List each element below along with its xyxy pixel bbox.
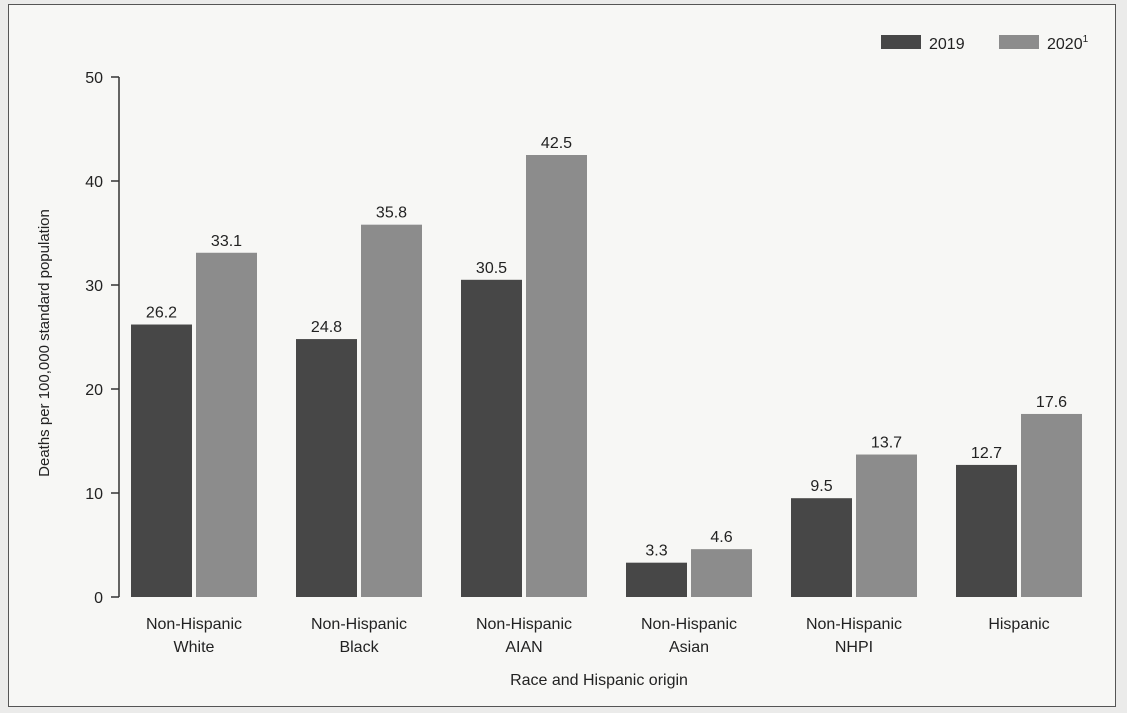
bar-value-label: 26.2 <box>146 305 177 322</box>
x-axis: Non-Hispanic White Non-Hispanic Black Non-Hi… <box>146 616 1050 656</box>
y-axis-label: Deaths per 100,000 standard population <box>36 209 53 477</box>
x-tick-label: Non-Hispanic <box>476 616 572 633</box>
y-tick-label: 20 <box>85 382 103 399</box>
bar <box>626 562 687 597</box>
x-tick-label: AIAN <box>505 639 542 656</box>
legend-swatch <box>881 35 921 49</box>
legend-label: 20201 <box>1047 34 1089 53</box>
bar <box>691 549 752 597</box>
bar <box>856 454 917 597</box>
x-tick-label: Hispanic <box>988 616 1049 633</box>
x-axis-label: Race and Hispanic origin <box>510 672 688 689</box>
bar-value-label: 33.1 <box>211 233 242 250</box>
bar-value-label: 4.6 <box>710 529 732 546</box>
x-tick-label: White <box>174 639 215 656</box>
x-tick-label: Non-Hispanic <box>641 616 737 633</box>
bar-value-label: 42.5 <box>541 135 572 152</box>
bar <box>526 155 587 597</box>
y-tick-label: 30 <box>85 278 103 295</box>
x-tick-label: Non-Hispanic <box>311 616 407 633</box>
bar-chart: 2019 20201 0 10 20 30 40 50 26.2 33.1 24.8 35.8 30… <box>36 34 1089 689</box>
y-tick-label: 50 <box>85 70 103 87</box>
x-tick-label: Black <box>339 639 379 656</box>
bar-value-label: 30.5 <box>476 260 507 277</box>
legend-label: 2019 <box>929 36 965 53</box>
legend-swatch <box>999 35 1039 49</box>
chart-frame: 2019 20201 0 10 20 30 40 50 26.2 33.1 24.8 35.8 30… <box>8 4 1116 707</box>
x-tick-label: Non-Hispanic <box>146 616 242 633</box>
bar <box>956 464 1017 597</box>
bar-value-label: 9.5 <box>810 478 832 495</box>
bar-value-label: 13.7 <box>871 435 902 452</box>
y-tick-label: 10 <box>85 486 103 503</box>
bar-value-label: 3.3 <box>645 543 667 560</box>
y-axis: 0 10 20 30 40 50 <box>85 70 120 607</box>
bar <box>196 252 257 597</box>
bar <box>1021 413 1082 597</box>
bar <box>361 224 422 597</box>
y-tick-label: 0 <box>94 590 103 607</box>
bar-value-label: 24.8 <box>311 319 342 336</box>
bar <box>461 279 522 597</box>
legend-superscript: 1 <box>1083 34 1089 45</box>
x-tick-label: Non-Hispanic <box>806 616 902 633</box>
bar <box>296 339 357 597</box>
x-tick-label: NHPI <box>835 639 873 656</box>
bar-value-label: 17.6 <box>1036 394 1067 411</box>
legend: 2019 20201 <box>881 34 1089 53</box>
bars: 26.2 33.1 24.8 35.8 30.5 42.5 3.3 4.6 9.5 13.7 12.… <box>131 135 1082 597</box>
bar <box>131 324 192 597</box>
x-tick-label: Asian <box>669 639 709 656</box>
bar-value-label: 35.8 <box>376 205 407 222</box>
bar <box>791 498 852 597</box>
bar-value-label: 12.7 <box>971 445 1002 462</box>
y-tick-label: 40 <box>85 174 103 191</box>
